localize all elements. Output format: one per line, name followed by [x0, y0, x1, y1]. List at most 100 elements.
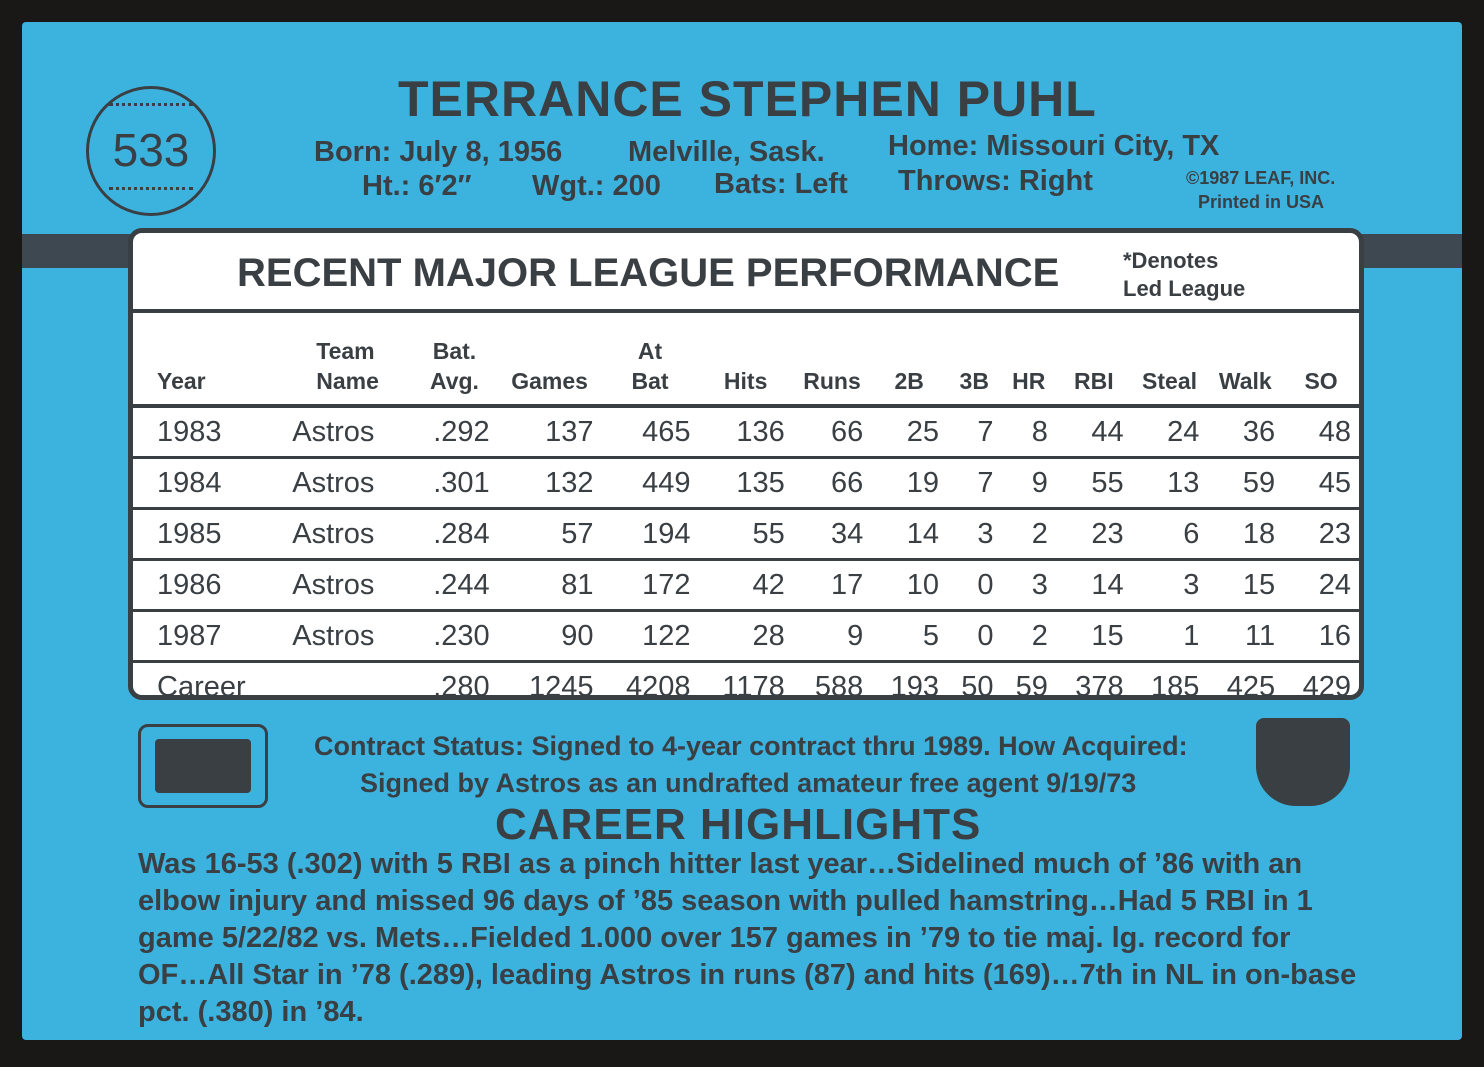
- mlb-logo: [1256, 718, 1350, 806]
- stat-cell: 6: [1131, 508, 1208, 561]
- stat-cell: 0: [947, 559, 1002, 612]
- stat-cell: 19: [871, 457, 948, 510]
- stats-table: Year Team Name Bat. Avg. Games At Bat Hits Runs 2B…: [133, 309, 1359, 700]
- stat-cell: 137: [497, 406, 602, 459]
- stat-cell: 193: [890, 670, 940, 700]
- column-header: Hits: [698, 309, 793, 408]
- column-header: RBI: [1055, 309, 1132, 408]
- stat-cell: 1: [1131, 610, 1208, 663]
- stat-cell: 8: [1001, 406, 1056, 459]
- stat-cell: 194: [601, 508, 699, 561]
- contract-status: Contract Status: Signed to 4-year contra…: [314, 728, 1188, 802]
- stat-cell: 7: [947, 457, 1002, 510]
- stat-cell: 23: [1283, 508, 1359, 561]
- stat-cell: 1984: [133, 457, 293, 510]
- stat-cell: 48: [1283, 406, 1359, 459]
- contract-line: Contract Status: Signed to 4-year contra…: [314, 731, 1188, 761]
- stat-cell: 7: [947, 406, 1002, 459]
- stat-cell: 17: [792, 559, 872, 612]
- stat-cell: 34: [792, 508, 872, 561]
- stat-cell: 44: [1055, 406, 1132, 459]
- height: Ht.: 6′2″: [362, 170, 472, 202]
- stat-cell: 3: [947, 508, 1002, 561]
- stat-cell: Astros: [292, 610, 412, 663]
- stat-cell: 465: [601, 406, 699, 459]
- stats-row: 1984 Astros .301 132 449 135 66 19 7 9 55 13 59 45: [133, 457, 1359, 510]
- column-header: 3B: [947, 309, 1002, 408]
- stat-cell: 50: [961, 670, 994, 700]
- stat-cell: 66: [792, 457, 872, 510]
- note-line: *Denotes: [1123, 248, 1219, 273]
- stat-cell: 11: [1207, 610, 1284, 663]
- birthplace: Melville, Sask.: [628, 136, 825, 168]
- stat-cell: 1986: [133, 559, 293, 612]
- copyright: ©1987 LEAF, INC.: [1186, 168, 1336, 188]
- column-header: Team Name: [292, 309, 412, 408]
- stats-row: 1986 Astros .244 81 172 42 17 10 0 3 14 3 15 24: [133, 559, 1359, 612]
- throws: Throws: Right: [898, 165, 1093, 197]
- column-header: Year: [133, 309, 293, 408]
- stats-row: 1983 Astros .292 137 465 136 66 25 7 8 44 24 36 48: [133, 406, 1359, 459]
- stat-cell: 24: [1283, 559, 1359, 612]
- stat-cell: 122: [601, 610, 699, 663]
- stat-cell: 1245: [529, 670, 594, 700]
- column-header: SO: [1283, 309, 1359, 408]
- stat-cell: 36: [1207, 406, 1284, 459]
- stats-title: RECENT MAJOR LEAGUE PERFORMANCE: [237, 251, 1060, 295]
- home: Home: Missouri City, TX: [888, 130, 1220, 162]
- stat-cell: 15: [1207, 559, 1284, 612]
- stat-cell: 15: [1055, 610, 1132, 663]
- stat-cell: 2: [1001, 610, 1056, 663]
- stat-cell: 10: [871, 559, 948, 612]
- stat-cell: .292: [411, 406, 498, 459]
- stat-cell: 135: [698, 457, 793, 510]
- stats-row: Career .280 1245 4208 1178 588 193 50 59 378 185 42…: [133, 662, 1359, 700]
- stat-cell: .284: [411, 508, 498, 561]
- note-line: Led League: [1123, 276, 1246, 301]
- stat-cell: 24: [1131, 406, 1208, 459]
- stat-cell: 66: [792, 406, 872, 459]
- stat-cell: 3: [1131, 559, 1208, 612]
- stats-row: 1985 Astros .284 57 194 55 34 14 3 2 23 6 18 23: [133, 508, 1359, 561]
- mlbpa-logo: [138, 724, 268, 808]
- stat-cell: Career: [157, 670, 246, 700]
- stat-cell: 1983: [133, 406, 293, 459]
- stat-cell: 172: [601, 559, 699, 612]
- led-league-note: *Denotes Led League: [1123, 247, 1245, 303]
- stat-cell: 132: [497, 457, 602, 510]
- stat-cell: Astros: [292, 508, 412, 561]
- stat-cell: 55: [698, 508, 793, 561]
- stat-cell: 4208: [626, 670, 691, 700]
- stat-cell: 9: [792, 610, 872, 663]
- stat-cell: 3: [1001, 559, 1056, 612]
- column-header: At Bat: [601, 309, 699, 408]
- stat-cell: 0: [947, 610, 1002, 663]
- column-header: Games: [497, 309, 602, 408]
- stat-cell: 59: [1015, 670, 1048, 700]
- stat-cell: 90: [497, 610, 602, 663]
- stat-cell: 9: [1001, 457, 1056, 510]
- stat-cell: 1178: [722, 670, 785, 700]
- born: Born: July 8, 1956: [314, 136, 563, 168]
- stat-cell: [292, 662, 411, 696]
- column-header: HR: [1001, 309, 1056, 408]
- baseball-icon: 533: [86, 86, 216, 216]
- stat-cell: 136: [698, 406, 793, 459]
- stat-cell: 429: [1302, 670, 1351, 700]
- stat-cell: 55: [1055, 457, 1132, 510]
- stat-cell: 185: [1151, 670, 1200, 700]
- player-name: TERRANCE STEPHEN PUHL: [398, 71, 1097, 127]
- stat-cell: 14: [871, 508, 948, 561]
- stat-cell: 1987: [133, 610, 293, 663]
- highlights-title: CAREER HIGHLIGHTS: [495, 800, 982, 849]
- weight: Wgt.: 200: [532, 170, 661, 202]
- stat-cell: 5: [871, 610, 948, 663]
- stat-cell: 23: [1055, 508, 1132, 561]
- stat-cell: 81: [497, 559, 602, 612]
- stat-cell: 2: [1001, 508, 1056, 561]
- stat-cell: .301: [411, 457, 498, 510]
- stats-row: 1987 Astros .230 90 122 28 9 5 0 2 15 1 11 16: [133, 610, 1359, 663]
- ball-seam: [109, 187, 193, 198]
- stat-cell: 28: [698, 610, 793, 663]
- contract-line: Signed by Astros as an undrafted amateur…: [360, 768, 1137, 798]
